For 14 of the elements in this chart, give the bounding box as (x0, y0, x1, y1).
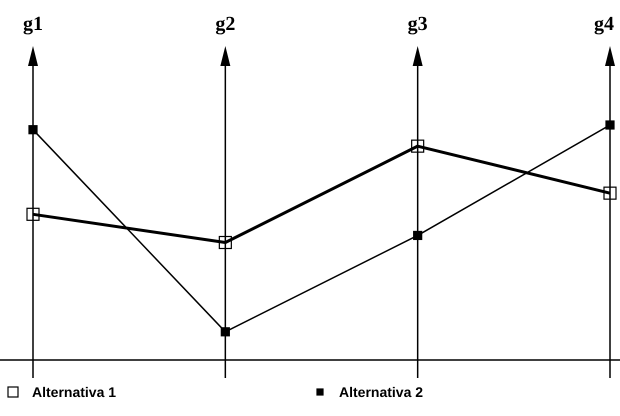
point (603, 186, 617, 200)
x-tick-label: g3 (408, 13, 428, 35)
x-tick-label: g1 (23, 13, 43, 35)
point (26, 208, 40, 221)
legend-label: Alternativa 1 (32, 384, 116, 400)
x-tick-label: g4 (594, 13, 614, 35)
x-tick-label: g2 (215, 13, 236, 35)
point (411, 140, 424, 153)
point (218, 236, 232, 250)
point (413, 230, 422, 240)
point (28, 125, 38, 134)
point (605, 120, 615, 130)
point (220, 327, 230, 336)
legend-label: Alternativa 2 (339, 384, 424, 400)
